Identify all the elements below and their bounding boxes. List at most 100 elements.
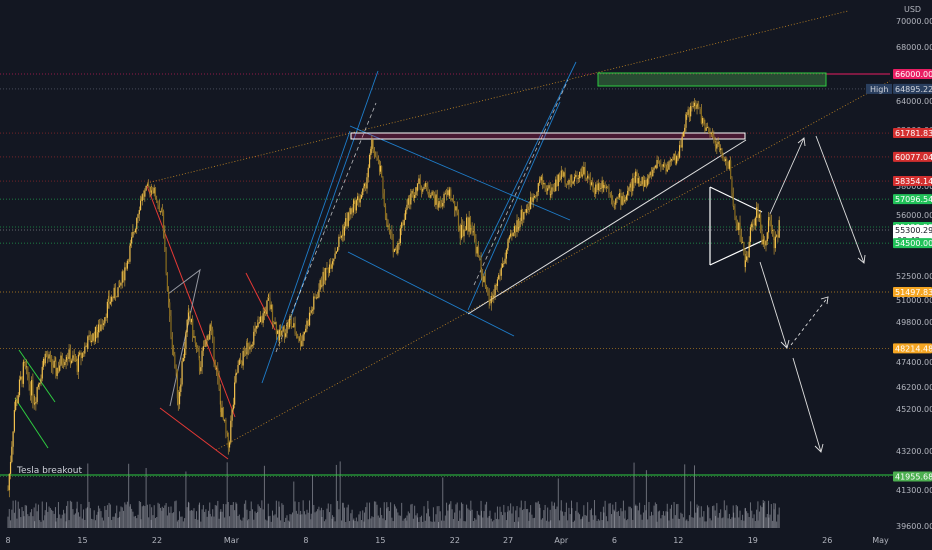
volume-bar: [68, 520, 70, 528]
candle-body: [301, 340, 303, 347]
candle-body: [698, 104, 700, 108]
pennant-top: [709, 186, 763, 213]
volume-bar: [152, 515, 154, 528]
red-segment-mid: [245, 272, 276, 331]
candle-body: [556, 179, 558, 186]
candle-body: [443, 193, 445, 204]
volume-bar: [57, 502, 59, 528]
candle-body: [681, 136, 683, 148]
volume-bar: [26, 505, 28, 528]
volume-bar: [202, 505, 204, 528]
candle-body: [227, 432, 229, 448]
volume-bar: [246, 520, 248, 528]
volume-bar: [656, 504, 658, 528]
candle-body: [25, 366, 28, 368]
volume-bar: [500, 511, 502, 528]
volume-bar: [545, 520, 547, 528]
candle-body: [645, 180, 647, 183]
candle-body: [314, 296, 316, 298]
candle-body: [565, 183, 567, 185]
volume-bar: [440, 520, 442, 528]
volume-bar: [176, 521, 178, 528]
volume-bar: [231, 504, 233, 528]
candle-body: [598, 183, 601, 190]
volume-bar: [190, 510, 192, 528]
candle-body: [516, 220, 518, 232]
volume-bar: [677, 518, 679, 528]
volume-bar: [383, 502, 385, 528]
candle-body: [710, 132, 712, 134]
candle-body: [366, 177, 368, 189]
volume-bar: [23, 516, 25, 528]
volume-bar: [71, 501, 73, 528]
candle-body: [434, 195, 436, 205]
volume-bar: [188, 502, 190, 528]
volume-bar: [56, 517, 58, 528]
price-tag-label: 48214.48: [895, 344, 932, 353]
volume-bar: [401, 502, 403, 528]
candle-body: [747, 256, 749, 258]
time-axis[interactable]: 81522Mar8152227Apr6121926May8: [5, 536, 932, 545]
candle-body: [519, 220, 521, 228]
volume-bar: [265, 519, 267, 528]
candle-body: [277, 330, 279, 334]
candle-body: [603, 184, 605, 188]
currency-label: USD: [904, 5, 921, 14]
candle-body: [652, 169, 654, 177]
volume-bar: [112, 516, 114, 528]
volume-bar: [114, 513, 116, 528]
candle-body: [653, 167, 655, 170]
candle-body: [670, 159, 673, 161]
candle-body: [273, 322, 275, 325]
volume-bar: [569, 514, 571, 528]
volume-bar: [397, 512, 399, 528]
candle-body: [89, 335, 91, 343]
volume-bar: [749, 502, 751, 528]
volume-bar: [199, 502, 201, 528]
volume-bar: [544, 504, 546, 528]
candle-body: [463, 229, 465, 237]
candle-body: [392, 235, 394, 253]
candle-body: [439, 201, 441, 205]
volume-bar: [385, 520, 387, 528]
volume-bar: [87, 463, 89, 528]
volume-bar: [559, 520, 561, 528]
candle-body: [41, 366, 43, 379]
candle-body: [92, 333, 94, 341]
volume-bar: [258, 506, 260, 528]
volume-bar: [727, 518, 729, 528]
candle-body: [358, 196, 360, 203]
volume-bar: [72, 509, 74, 528]
candle-body: [166, 273, 168, 292]
volume-bar: [394, 506, 396, 528]
candle-body: [776, 235, 778, 237]
volume-bar: [79, 516, 81, 528]
volume-bar: [468, 509, 470, 528]
time-tick-label: 12: [673, 536, 683, 545]
volume-bar: [206, 516, 208, 528]
volume-bar: [273, 515, 275, 528]
volume-bar: [169, 512, 171, 528]
candle-body: [590, 182, 593, 185]
candle-body: [250, 345, 252, 347]
upper-channel-line: [146, 10, 849, 184]
candle-body: [510, 233, 512, 237]
candle-body: [657, 159, 659, 163]
candle-body: [65, 356, 68, 360]
volume-bar: [778, 507, 780, 528]
volume-bar: [621, 511, 623, 528]
candle-body: [713, 135, 715, 140]
volume-bar: [263, 465, 265, 528]
candle-body: [387, 225, 389, 227]
volume-bar: [525, 509, 527, 528]
candle-body: [116, 296, 118, 298]
volume-bar: [733, 512, 735, 528]
candle-body: [615, 198, 617, 205]
candle-body: [604, 184, 606, 188]
candle-body: [138, 210, 140, 215]
volume-bar: [548, 521, 550, 528]
volume-bar: [124, 502, 126, 528]
volume-bar: [151, 507, 153, 528]
candle-body: [113, 287, 115, 299]
